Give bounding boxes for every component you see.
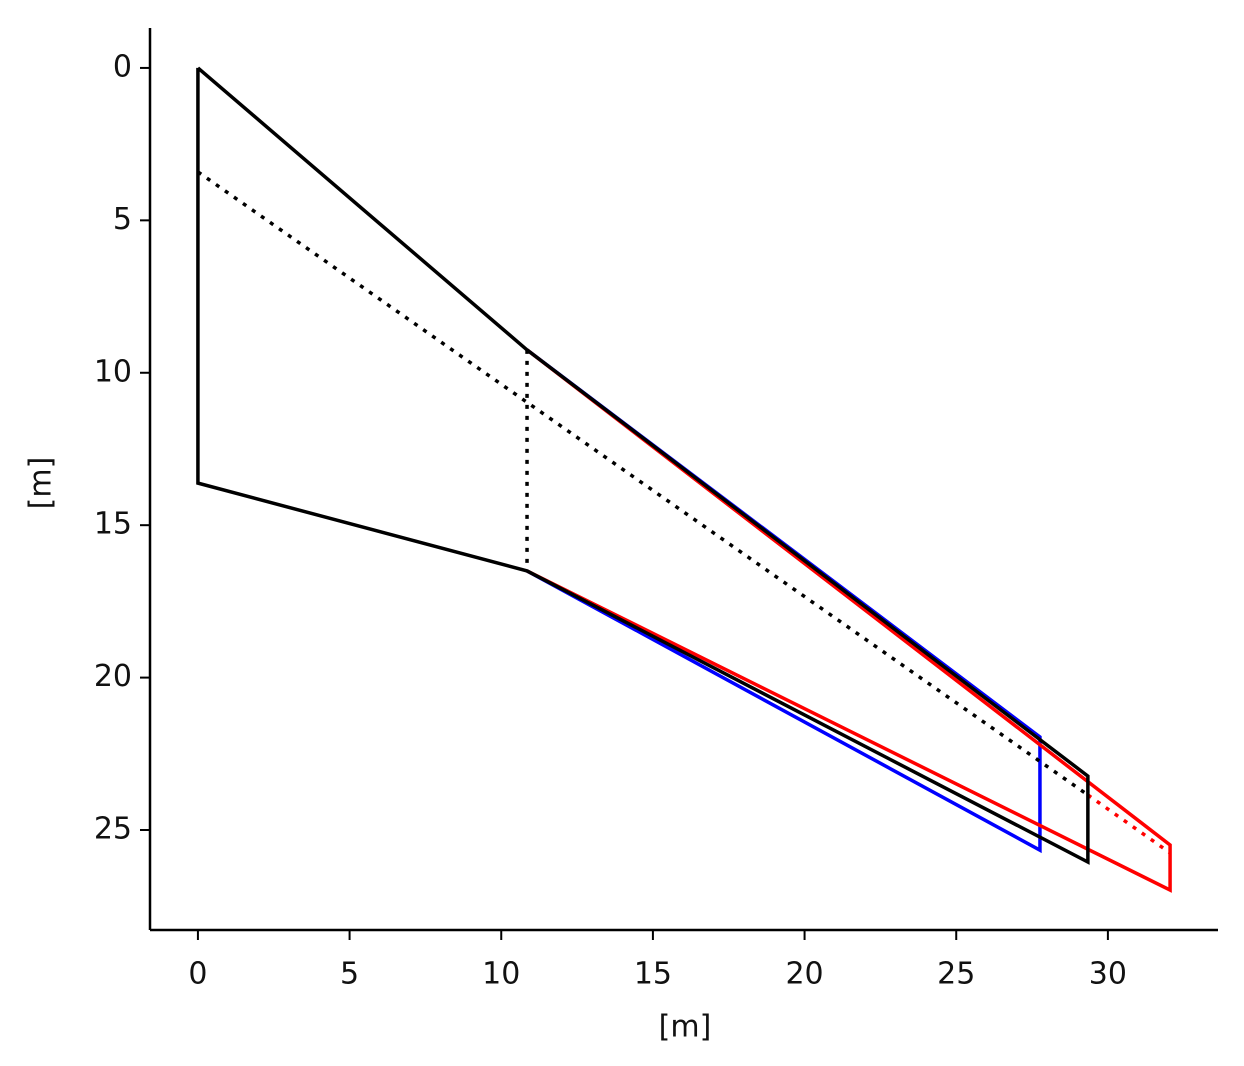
line	[525, 348, 1042, 854]
x-tick-label: 15	[634, 957, 672, 992]
line	[196, 66, 1090, 865]
y-tick-label: 0	[113, 49, 132, 84]
y-axis-label: [m]	[24, 457, 59, 510]
x-tick-label: 25	[937, 957, 975, 992]
x-axis-label: [m]	[659, 1010, 712, 1045]
line	[196, 170, 1089, 797]
y-tick-label: 20	[94, 659, 132, 694]
line	[525, 348, 1172, 893]
x-tick-label: 20	[785, 957, 823, 992]
x-tick-label: 0	[188, 957, 207, 992]
x-tick-label: 30	[1089, 957, 1127, 992]
x-tick-label: 10	[482, 957, 520, 992]
line	[1086, 793, 1172, 855]
y-tick-label: 15	[94, 507, 132, 542]
y-tick-label: 25	[94, 812, 132, 847]
y-tick-label: 10	[94, 354, 132, 389]
y-tick-label: 5	[113, 202, 132, 237]
x-tick-label: 5	[340, 957, 359, 992]
